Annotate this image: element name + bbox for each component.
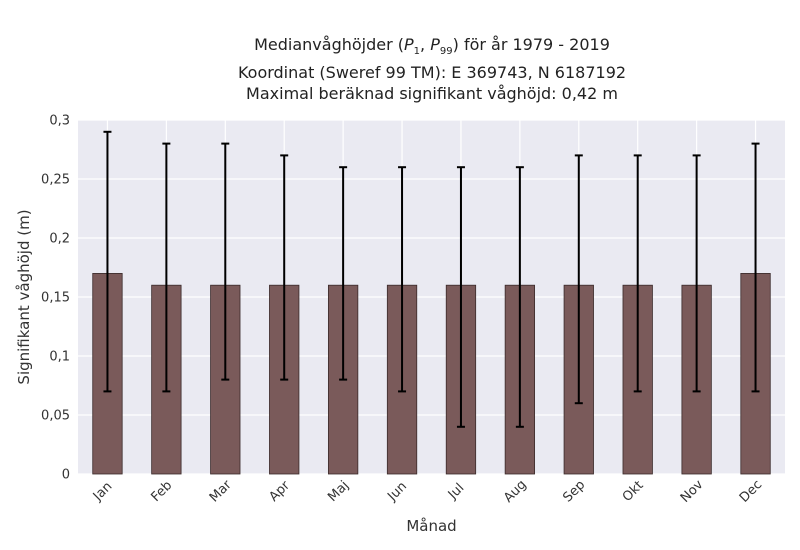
x-tick-label: Jul — [445, 481, 467, 503]
error-bar-jun — [398, 166, 407, 393]
x-tick-label: Okt — [620, 478, 647, 505]
error-bar-apr — [280, 154, 289, 381]
y-axis-ticks: 0 0,05 0,1 0,15 0,2 0,25 0,3 — [41, 114, 70, 483]
error-bar-sep — [574, 154, 583, 405]
x-axis-label: Månad — [406, 517, 456, 535]
y-tick-label: 0,3 — [49, 114, 70, 129]
chart-title-line-3: Maximal beräknad signifikant våghöjd: 0,… — [246, 84, 618, 104]
x-tick-label: Apr — [266, 478, 293, 505]
error-bar-maj — [339, 166, 348, 381]
x-tick-label: Maj — [325, 478, 352, 505]
x-tick-label: Feb — [148, 478, 175, 505]
y-tick-label: 0,15 — [41, 291, 70, 306]
error-bar-feb — [162, 142, 171, 393]
error-bar-jul — [456, 166, 465, 428]
y-tick-label: 0,1 — [49, 350, 70, 365]
x-tick-label: Sep — [560, 478, 588, 506]
x-tick-label: Aug — [501, 477, 530, 506]
error-bar-dec — [751, 142, 760, 393]
y-axis-label: Signifikant våghöjd (m) — [15, 209, 33, 384]
error-bar-mar — [221, 142, 230, 381]
y-tick-label: 0,25 — [41, 173, 70, 188]
error-bar-okt — [633, 154, 642, 393]
error-bar-jan — [103, 130, 112, 393]
error-bar-aug — [515, 166, 524, 428]
x-tick-label: Dec — [737, 477, 765, 505]
error-bar-nov — [692, 154, 701, 393]
chart-title-line-1: Medianvåghöjder (P1, P99) för år 1979 - … — [254, 35, 610, 58]
y-tick-label: 0,05 — [41, 409, 70, 424]
chart-title: Medianvåghöjder (P1, P99) för år 1979 - … — [0, 34, 800, 104]
x-tick-label: Nov — [678, 477, 707, 506]
x-tick-label: Mar — [207, 477, 235, 505]
y-tick-label: 0 — [62, 468, 70, 483]
x-tick-label: Jun — [384, 479, 410, 505]
y-tick-label: 0,2 — [49, 232, 70, 247]
chart-title-line-2: Koordinat (Sweref 99 TM): E 369743, N 61… — [237, 63, 627, 83]
x-axis-ticks: Jan Feb Mar Apr Maj Jun Jul Aug Sep Okt Nov Dec — [90, 477, 765, 506]
x-tick-label: Jan — [90, 479, 115, 504]
error-bars — [103, 130, 760, 428]
